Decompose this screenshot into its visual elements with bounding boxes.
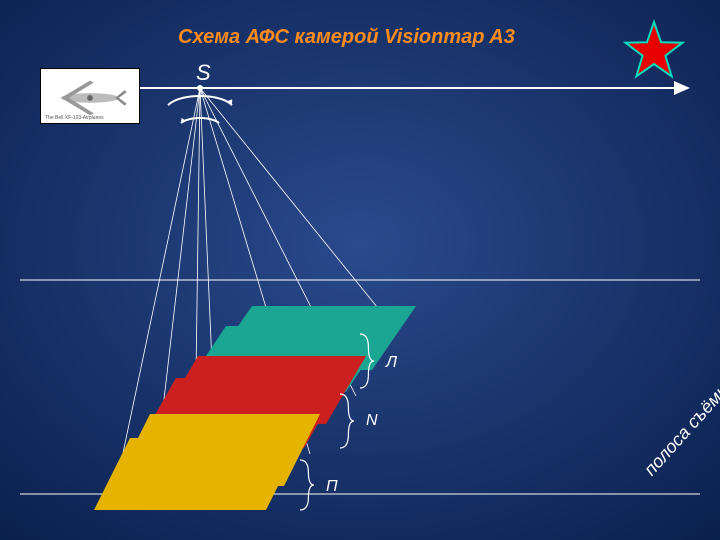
point-s-label: S: [196, 60, 211, 86]
aircraft-caption: The Bell XF-103-Airplanes: [45, 115, 104, 121]
brace-label: N: [366, 412, 378, 430]
brace-label: Л: [386, 354, 397, 372]
footprint-frame: [94, 438, 302, 510]
diagram-title: Схема АФС камерой Visionmap A3: [178, 26, 515, 49]
brace-label: П: [326, 478, 338, 496]
aircraft-thumbnail: The Bell XF-103-Airplanes: [40, 68, 140, 124]
